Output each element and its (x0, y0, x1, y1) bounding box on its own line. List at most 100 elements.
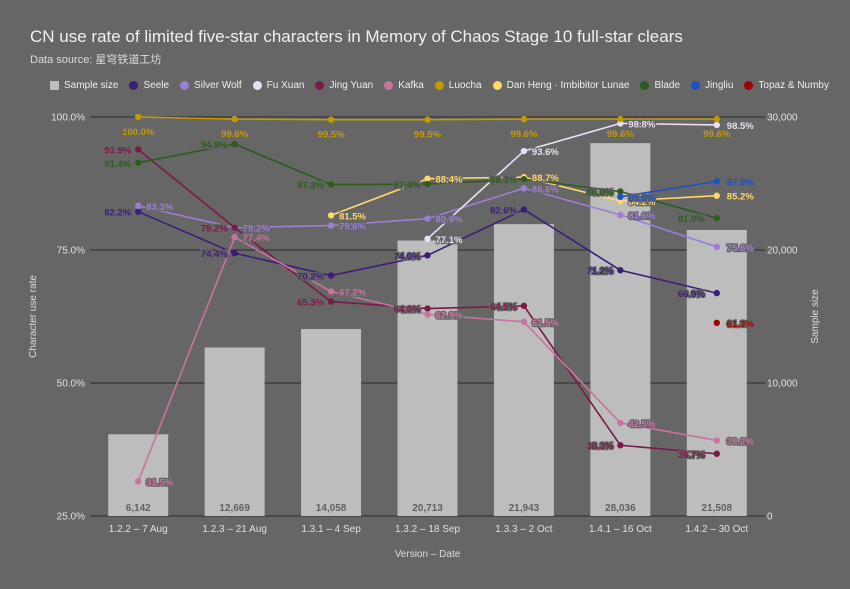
data-point (713, 437, 720, 444)
data-label: 99.6% (607, 129, 634, 140)
data-label: 94.9% (201, 140, 228, 151)
data-label: 93.6% (532, 147, 559, 158)
y-tick-label: 50.0% (57, 379, 85, 390)
legend-label: Jingliu (705, 80, 734, 91)
legend-label: Jing Yuan (329, 80, 374, 91)
data-point (617, 419, 624, 427)
data-label: 99.5% (414, 130, 441, 141)
sample-size-bar (590, 143, 651, 516)
data-point (327, 212, 335, 219)
legend-item[interactable]: Jingliu (691, 80, 733, 91)
data-label: 81.5% (339, 211, 366, 222)
data-point (231, 140, 238, 148)
data-label: 99.6% (510, 129, 537, 140)
data-label: 88.3% (490, 175, 517, 186)
legend-swatch-icon (315, 81, 325, 90)
y-tick-label: 100.0% (51, 113, 85, 124)
x-axis-title: Version – Date (395, 549, 461, 560)
data-label: 88.4% (436, 175, 463, 186)
data-point (327, 288, 335, 295)
legend-item[interactable]: Topaz & Numby (744, 80, 829, 91)
y2-tick-label: 20,000 (767, 246, 798, 257)
data-label: 86.6% (532, 184, 559, 195)
legend-label: Topaz & Numby (758, 80, 829, 91)
legend-item[interactable]: Silver Wolf (180, 80, 242, 91)
legend-item[interactable]: Jing Yuan (315, 80, 373, 91)
bar-value-label: 12,669 (219, 503, 250, 514)
bar-value-label: 14,058 (316, 503, 347, 514)
legend-label: Kafka (398, 80, 424, 91)
data-point (327, 298, 335, 305)
data-label: 64.0% (394, 305, 421, 316)
data-label: 79.2% (201, 224, 228, 235)
data-label: 84.2% (628, 197, 655, 208)
legend-swatch-icon (180, 81, 190, 90)
y-axis-title: Character use rate (28, 275, 39, 358)
data-point (424, 305, 431, 312)
data-point (520, 176, 528, 183)
data-point (424, 116, 431, 123)
data-label: 70.2% (297, 272, 324, 283)
data-label: 77.4% (243, 233, 270, 244)
legend-label: Silver Wolf (194, 80, 242, 91)
data-point (327, 272, 335, 279)
data-point (424, 175, 431, 182)
data-label: 91.4% (104, 159, 131, 170)
legend-label: Fu Xuan (266, 80, 305, 91)
data-label: 62.9% (436, 310, 463, 321)
x-tick-label: 1.3.1 – 4 Sep (301, 524, 361, 535)
legend-item[interactable]: Luocha (434, 80, 482, 91)
sample-size-bar (686, 229, 747, 516)
data-label: 100.0% (122, 127, 155, 138)
data-label: 81.0% (678, 214, 705, 225)
data-label: 74.4% (201, 249, 228, 260)
data-label: 71.2% (586, 266, 613, 277)
data-point (617, 442, 624, 449)
legend-item[interactable]: Dan Heng · Imbibitor Lunae (492, 80, 629, 91)
data-point (520, 206, 528, 213)
data-point (713, 121, 720, 129)
data-point (135, 202, 142, 210)
data-label: 85.2% (727, 192, 754, 203)
legend-item[interactable]: Seele (129, 80, 169, 91)
sample-size-bar (108, 434, 169, 516)
series-line (426, 122, 717, 240)
x-tick-label: 1.2.3 – 21 Aug (202, 524, 267, 535)
data-point (424, 252, 431, 259)
data-label: 79.6% (339, 222, 366, 233)
data-label: 39.2% (727, 436, 754, 447)
data-point (135, 208, 142, 215)
legend-swatch-icon (640, 81, 650, 90)
data-label: 31.5% (146, 477, 173, 488)
sample-size-bar (204, 347, 265, 516)
data-label: 75.6% (727, 243, 754, 254)
data-label: 98.5% (727, 121, 754, 132)
y2-tick-label: 0 (767, 512, 773, 523)
data-point (520, 115, 528, 123)
legend-label: Blade (654, 80, 681, 91)
legend-item[interactable]: Kafka (384, 80, 424, 91)
data-label: 85.0% (628, 193, 655, 204)
legend-item[interactable]: Fu Xuan (252, 80, 305, 91)
data-label: 74.0% (394, 251, 421, 262)
data-point (713, 115, 720, 123)
legend-swatch-icon (384, 81, 394, 90)
data-point (713, 289, 720, 297)
data-label: 87.4% (394, 180, 421, 191)
data-point (617, 188, 624, 195)
bar-value-label: 21,943 (509, 503, 540, 514)
chart-subtitle: Data source: 星穹铁道工坊 (30, 54, 162, 66)
data-label: 82.2% (104, 208, 131, 219)
data-point (231, 249, 238, 257)
data-point (231, 115, 238, 123)
data-point (713, 192, 720, 199)
legend-item[interactable]: Sample size (50, 80, 118, 91)
data-point (520, 147, 528, 155)
data-label: 61.5% (532, 318, 559, 329)
data-label: 38.3% (586, 441, 613, 452)
data-point (713, 214, 720, 222)
data-point (520, 318, 528, 326)
data-label: 87.9% (727, 177, 754, 188)
legend-item[interactable]: Blade (640, 80, 680, 91)
